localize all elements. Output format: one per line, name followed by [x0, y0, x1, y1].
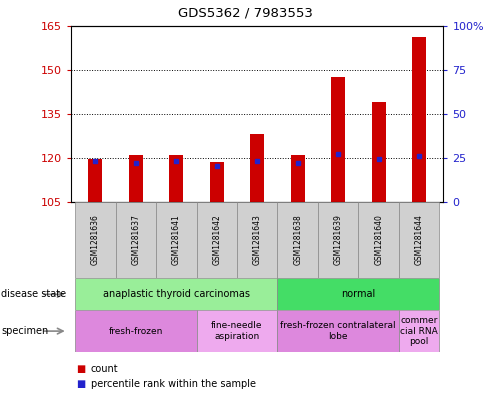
Bar — [412, 37, 426, 202]
Text: GSM1281644: GSM1281644 — [415, 215, 424, 265]
Text: GSM1281636: GSM1281636 — [91, 215, 100, 265]
Bar — [129, 155, 143, 202]
Text: count: count — [91, 364, 118, 374]
Bar — [371, 102, 386, 202]
Text: GSM1281641: GSM1281641 — [172, 215, 181, 265]
Bar — [318, 202, 359, 278]
Bar — [399, 202, 440, 278]
Bar — [196, 310, 277, 352]
Text: fresh-frozen contralateral
lobe: fresh-frozen contralateral lobe — [280, 321, 396, 341]
Text: GSM1281638: GSM1281638 — [293, 215, 302, 265]
Bar — [277, 202, 318, 278]
Text: GSM1281643: GSM1281643 — [253, 215, 262, 265]
Bar — [250, 134, 264, 202]
Text: normal: normal — [342, 289, 375, 299]
Bar — [196, 202, 237, 278]
Text: specimen: specimen — [1, 326, 49, 336]
Bar — [116, 202, 156, 278]
Text: GSM1281640: GSM1281640 — [374, 215, 383, 265]
Text: fresh-frozen: fresh-frozen — [109, 327, 163, 336]
Bar — [277, 310, 399, 352]
Text: commer
cial RNA
pool: commer cial RNA pool — [400, 316, 438, 346]
Bar — [75, 310, 196, 352]
Text: fine-needle
aspiration: fine-needle aspiration — [211, 321, 263, 341]
Text: GSM1281642: GSM1281642 — [212, 215, 221, 265]
Bar — [277, 278, 440, 310]
Bar — [291, 155, 305, 202]
Text: GSM1281639: GSM1281639 — [334, 215, 343, 265]
Text: GSM1281637: GSM1281637 — [131, 215, 140, 265]
Bar — [359, 202, 399, 278]
Bar — [169, 155, 183, 202]
Text: percentile rank within the sample: percentile rank within the sample — [91, 379, 256, 389]
Bar — [210, 162, 224, 202]
Bar — [88, 159, 102, 202]
Text: anaplastic thyroid carcinomas: anaplastic thyroid carcinomas — [103, 289, 250, 299]
Bar — [399, 310, 440, 352]
Bar — [331, 77, 345, 202]
Text: ■: ■ — [76, 379, 85, 389]
Bar — [156, 202, 196, 278]
Text: GDS5362 / 7983553: GDS5362 / 7983553 — [177, 6, 313, 19]
Bar — [75, 278, 277, 310]
Text: ■: ■ — [76, 364, 85, 374]
Bar — [237, 202, 277, 278]
Bar — [75, 202, 116, 278]
Text: disease state: disease state — [1, 289, 67, 299]
